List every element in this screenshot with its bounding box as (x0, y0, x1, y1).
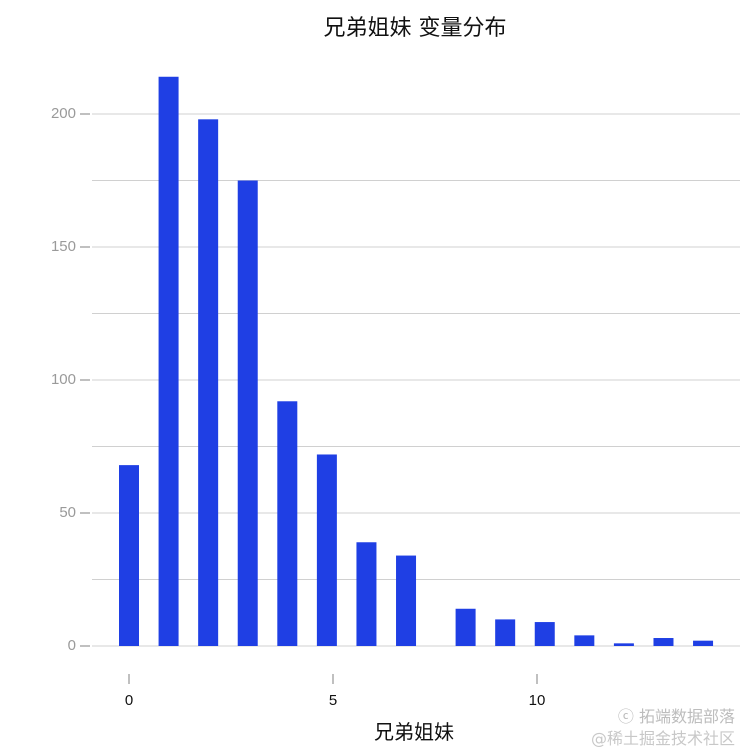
bar (534, 622, 555, 646)
x-tick-label: 5 (328, 692, 338, 709)
y-tick-label: 0 (67, 637, 76, 654)
bar (356, 542, 377, 646)
bar (613, 643, 634, 646)
bar (396, 555, 417, 646)
bar (158, 76, 179, 646)
y-tick-label: 150 (50, 238, 76, 255)
bar (693, 640, 714, 646)
y-tick-label: 50 (59, 504, 76, 521)
bar (653, 638, 674, 646)
x-tick-label: 0 (124, 692, 134, 709)
bar (237, 180, 258, 646)
axis-ticks (80, 113, 538, 684)
bar (495, 619, 516, 646)
watermark-line1: 拓端数据部落 (638, 707, 735, 726)
x-tick-label: 10 (528, 692, 546, 709)
bar (198, 119, 219, 646)
watermark: ⓒ 拓端数据部落 @稀土掘金技术社区 (591, 706, 735, 750)
wechat-icon: ⓒ (617, 707, 639, 726)
chart-title: 兄弟姐妹 变量分布 (323, 16, 507, 41)
bars (119, 76, 714, 646)
y-tick-label: 100 (50, 371, 76, 388)
bar (455, 608, 476, 646)
watermark-line2: @稀土掘金技术社区 (590, 729, 735, 748)
bar (277, 401, 298, 646)
y-tick-label: 200 (50, 105, 76, 122)
bar (574, 635, 595, 646)
x-axis-label: 兄弟姐妹 (374, 720, 454, 744)
bar (316, 454, 337, 646)
bar (119, 465, 139, 646)
